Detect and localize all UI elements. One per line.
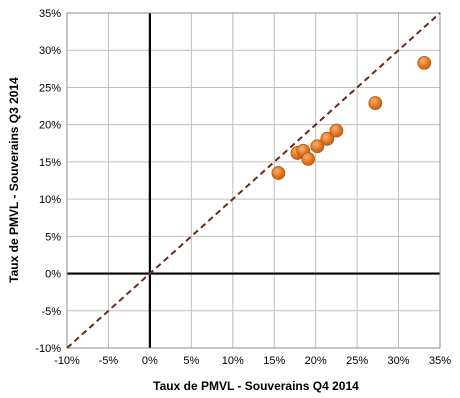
zero-axes [67, 13, 440, 348]
data-point [301, 152, 316, 166]
data-point [310, 139, 325, 154]
y-tick-label: 30% [39, 45, 61, 57]
x-axis-title: Taux de PMVL - Souverains Q4 2014 [153, 379, 359, 393]
y-tick-label: -5% [41, 306, 61, 318]
y-tick-label: -10% [35, 343, 61, 355]
data-point [368, 96, 383, 110]
x-tick-label: 10% [222, 355, 244, 367]
data-point [417, 55, 432, 70]
y-tick-label: 25% [39, 82, 61, 94]
y-axis-title: Taux de PMVL - Souverains Q3 2014 [7, 77, 21, 283]
y-tick-label: 35% [39, 8, 61, 20]
x-tick-label: -5% [99, 355, 119, 367]
x-tick-label: 25% [346, 355, 368, 367]
x-tick-label: 30% [388, 355, 410, 367]
x-tick-label: 15% [263, 355, 285, 367]
y-tick-label: 10% [39, 194, 61, 206]
plot-frame [66, 12, 441, 349]
x-tick-label: 20% [305, 355, 327, 367]
y-tick-label: 15% [39, 157, 61, 169]
y-axis-tick-labels: -10% -5% 0% 5% 10% 15% 20% 25% 30% 35% [35, 8, 61, 355]
data-point [271, 166, 286, 180]
y-tick-label: 0% [45, 269, 61, 281]
x-axis-tick-labels: -10% -5% 0% 5% 10% 15% 20% 25% 30% 35% [54, 355, 451, 367]
reference-line-y-equals-x [66, 12, 441, 349]
data-point [320, 131, 335, 146]
data-points [271, 55, 432, 180]
y-tick-label: 5% [45, 231, 61, 243]
data-point [329, 123, 344, 138]
x-tick-label: 35% [429, 355, 451, 367]
x-tick-label: -10% [54, 355, 80, 367]
y-tick-label: 20% [39, 120, 61, 132]
x-tick-label: 0% [142, 355, 158, 367]
x-tick-label: 5% [183, 355, 199, 367]
